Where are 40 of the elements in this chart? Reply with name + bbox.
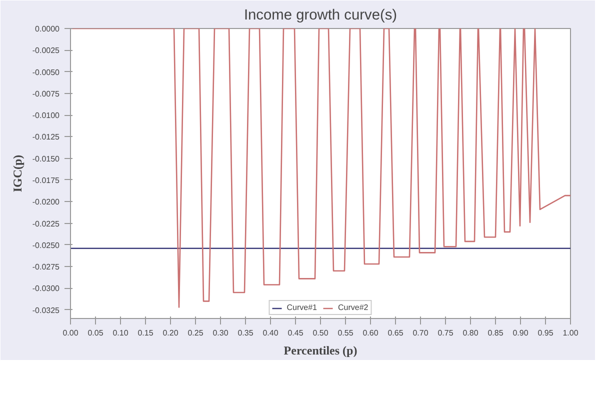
x-tick-label: 0.25 [188,328,204,338]
x-tick-label: 0.70 [412,328,429,338]
y-axis-title: IGC(p) [10,154,24,192]
y-tick-label: -0.0100 [32,111,60,120]
y-tick-label: -0.0225 [32,219,60,228]
y-tick-label: -0.0200 [32,198,60,207]
legend-label: Curve#1 [286,303,317,312]
x-tick-label: 0.50 [312,328,329,338]
x-tick-label: 0.85 [488,328,504,338]
x-tick-label: 0.90 [512,328,529,338]
x-tick-label: 0.15 [138,328,154,338]
x-tick-label: 0.65 [388,328,404,338]
y-tick-label: -0.0175 [32,176,60,185]
x-tick-label: 0.30 [212,328,229,338]
y-tick-label: -0.0075 [32,89,60,98]
y-tick-label: -0.0275 [32,262,60,272]
x-tick-label: 0.00 [62,328,79,338]
x-tick-label: 0.45 [288,328,304,338]
y-tick-label: -0.0125 [32,132,60,142]
x-tick-label: 0.60 [362,328,379,338]
y-tick-label: -0.0250 [32,240,60,250]
x-tick-label: 0.20 [162,328,179,338]
x-tick-label: 0.55 [338,328,354,338]
x-tick-label: 0.95 [538,328,554,338]
x-tick-label: 0.10 [112,328,129,338]
y-tick-label: -0.0325 [32,306,60,315]
x-tick-label: 0.80 [462,328,479,338]
x-tick-label: 0.40 [262,328,279,338]
y-tick-label: -0.0150 [32,154,60,164]
y-tick-label: -0.0300 [32,284,60,294]
x-axis-title: Percentiles (p) [284,344,358,358]
x-tick-label: 0.35 [238,328,254,338]
chart-title: Income growth curve(s) [244,8,398,24]
y-tick-label: -0.0050 [32,68,60,77]
legend-label: Curve#2 [338,303,368,312]
y-tick-label: -0.0025 [32,46,60,56]
y-tick-label: 0.0000 [35,24,60,34]
x-tick-label: 1.00 [562,328,579,338]
x-tick-label: 0.05 [88,328,104,338]
x-tick-label: 0.75 [438,328,454,338]
